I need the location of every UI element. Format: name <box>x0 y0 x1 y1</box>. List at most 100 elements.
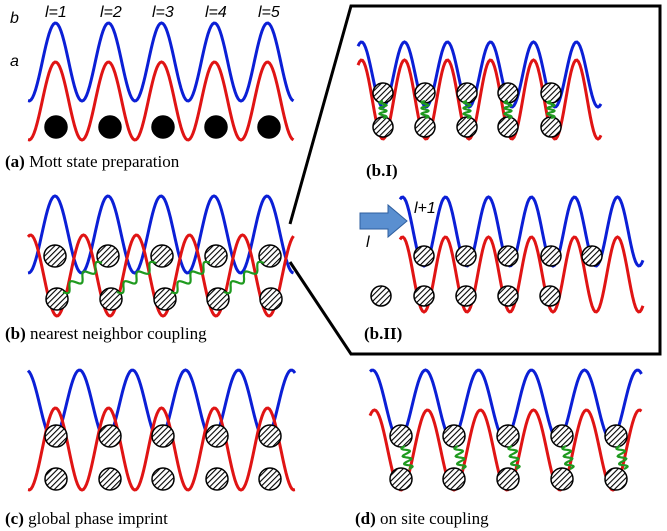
caption-a: (a) Mott state preparation <box>5 152 180 171</box>
panel-b-potential-a <box>26 233 295 318</box>
caption-b-II: (b.II) <box>364 324 402 343</box>
zoom-line-top <box>288 4 662 356</box>
panel-b: (b) nearest neighbor coupling <box>5 194 295 343</box>
coupling-spring-b-2 <box>116 260 157 295</box>
onsite-spring-d-1 <box>400 445 414 470</box>
upper-atom-bI-1 <box>372 82 394 104</box>
coupling-spring-b-1 <box>62 260 103 295</box>
lower-atom-bI-4 <box>497 116 519 138</box>
caption-a-tag: (a) <box>5 152 25 171</box>
right-arrow-icon <box>359 203 408 239</box>
upper-atom-b-4 <box>204 244 228 268</box>
lower-atom-c-5 <box>258 467 282 491</box>
lower-atom-bII-3 <box>455 285 477 307</box>
lower-atom-bI-3 <box>456 116 478 138</box>
lower-atom-bII-4 <box>497 285 519 307</box>
caption-d-text: on site coupling <box>376 509 489 528</box>
caption-c: (c) global phase imprint <box>5 509 168 528</box>
panel-b-II-potential-a <box>398 235 645 314</box>
panel-b-potential-b <box>27 194 295 275</box>
lower-atom-c-1 <box>44 467 68 491</box>
atom-a-1 <box>44 115 68 139</box>
caption-b-text: nearest neighbor coupling <box>26 324 207 343</box>
lower-atom-c-4 <box>205 467 229 491</box>
upper-atom-b-5 <box>258 244 282 268</box>
caption-b-I: (b.I) <box>366 161 398 180</box>
upper-atom-bI-4 <box>497 82 519 104</box>
panel-c: (c) global phase imprint <box>5 368 297 528</box>
panel-b-I: (b.I) <box>356 40 603 180</box>
caption-c-tag: (c) <box>5 509 24 528</box>
panel-a-potential-a <box>27 60 295 142</box>
atom-a-4 <box>204 115 228 139</box>
upper-atom-d-5 <box>604 424 628 448</box>
caption-b: (b) nearest neighbor coupling <box>5 324 207 343</box>
caption-d-tag: (d) <box>355 509 376 528</box>
onsite-spring-d-2 <box>453 445 467 470</box>
lower-atom-b-4 <box>206 287 230 311</box>
upper-atom-c-5 <box>258 424 282 448</box>
onsite-spring-bI-5 <box>546 99 556 120</box>
lower-atom-d-4 <box>550 467 574 491</box>
site-label-2: l=2 <box>100 4 122 21</box>
onsite-spring-bI-3 <box>462 99 472 120</box>
level-label-b: b <box>10 10 19 27</box>
site-label-1: l=1 <box>45 4 67 21</box>
level-label-a: a <box>10 53 19 70</box>
upper-atom-c-3 <box>151 424 175 448</box>
upper-atom-b-1 <box>43 244 67 268</box>
coupling-spring-b-3 <box>170 260 211 295</box>
upper-atom-c-1 <box>44 424 68 448</box>
upper-atom-bII-4 <box>540 245 562 267</box>
lower-atom-d-3 <box>496 467 520 491</box>
lower-atom-d-5 <box>604 467 628 491</box>
inset-frame <box>288 4 662 356</box>
site-label-5: l=5 <box>258 4 280 21</box>
lower-atom-b-3 <box>153 287 177 311</box>
lower-atom-bI-5 <box>540 116 562 138</box>
panel-c-potential-a <box>27 406 296 492</box>
lower-atom-b-2 <box>99 287 123 311</box>
coupling-spring-b-4 <box>223 260 265 295</box>
upper-atom-bI-5 <box>540 82 562 104</box>
upper-atom-bII-3 <box>497 245 519 267</box>
site-label-4: l=4 <box>205 4 227 21</box>
upper-atom-d-4 <box>550 424 574 448</box>
lower-atom-bI-1 <box>372 116 394 138</box>
upper-atom-bI-2 <box>414 82 436 104</box>
lower-atom-bI-2 <box>414 116 436 138</box>
atom-a-5 <box>257 115 281 139</box>
lower-atom-bII-2 <box>413 285 435 307</box>
caption-b-tag: (b) <box>5 324 26 343</box>
lower-atom-b-1 <box>45 287 69 311</box>
panel-a-potential-b <box>27 21 295 103</box>
panel-b-II-potential-b <box>398 195 645 268</box>
upper-atom-c-4 <box>205 424 229 448</box>
caption-b-II-tag: (b.II) <box>364 324 402 343</box>
caption-c-text: global phase imprint <box>24 509 168 528</box>
panel-b-II: l+1 l (b.II) <box>359 195 645 343</box>
upper-atom-bII-2 <box>455 245 477 267</box>
lower-atom-d-1 <box>389 467 413 491</box>
lower-atom-bII-5 <box>539 285 561 307</box>
lower-atom-d-2 <box>442 467 466 491</box>
caption-a-text: Mott state preparation <box>25 152 180 171</box>
panel-a: l=1 l=2 l=3 l=4 l=5 b a (a) Mott state p… <box>5 4 295 171</box>
atom-a-3 <box>151 115 175 139</box>
onsite-spring-d-5 <box>615 445 629 470</box>
upper-atom-c-2 <box>98 424 122 448</box>
atom-a-2 <box>98 115 122 139</box>
lower-atom-b-5 <box>259 287 283 311</box>
upper-atom-d-2 <box>442 424 466 448</box>
upper-well-label: l+1 <box>414 200 436 217</box>
onsite-spring-bI-4 <box>503 99 513 120</box>
lower-well-label: l <box>366 234 370 251</box>
upper-atom-bI-3 <box>456 82 478 104</box>
upper-atom-b-2 <box>96 244 120 268</box>
upper-atom-bII-5 <box>581 245 603 267</box>
panel-d: (d) on site coupling <box>355 368 643 528</box>
lower-atom-c-3 <box>151 467 175 491</box>
caption-b-I-tag: (b.I) <box>366 161 398 180</box>
caption-d: (d) on site coupling <box>355 509 489 528</box>
